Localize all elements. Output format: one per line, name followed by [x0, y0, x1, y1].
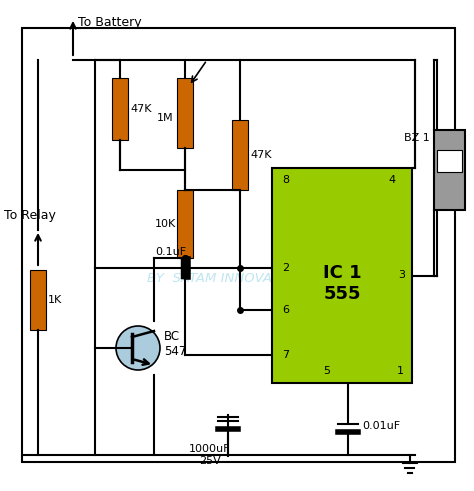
Text: 1K: 1K: [48, 295, 62, 305]
Text: 47K: 47K: [250, 150, 272, 160]
Text: 0.1uF: 0.1uF: [155, 247, 186, 257]
Text: To Battery: To Battery: [78, 16, 142, 28]
Text: 7: 7: [283, 350, 290, 360]
Text: 4: 4: [388, 175, 396, 185]
Text: To Relay: To Relay: [4, 209, 56, 221]
Text: 5: 5: [323, 366, 330, 376]
Text: 3: 3: [399, 271, 405, 280]
Text: 6: 6: [283, 305, 290, 315]
Text: 47K: 47K: [130, 104, 152, 114]
Text: 2: 2: [283, 263, 290, 273]
FancyBboxPatch shape: [232, 120, 248, 190]
FancyBboxPatch shape: [112, 78, 128, 140]
Circle shape: [116, 326, 160, 370]
Text: BY  SATAM INNOVATIO: BY SATAM INNOVATIO: [147, 272, 293, 284]
Text: 8: 8: [283, 175, 290, 185]
Text: BC
547: BC 547: [164, 330, 186, 358]
FancyBboxPatch shape: [434, 130, 465, 210]
FancyBboxPatch shape: [272, 168, 412, 383]
FancyBboxPatch shape: [437, 150, 462, 172]
Text: 0.01uF: 0.01uF: [362, 421, 400, 431]
FancyBboxPatch shape: [22, 28, 455, 462]
FancyBboxPatch shape: [177, 78, 193, 148]
Text: 10K: 10K: [155, 219, 176, 229]
Text: 1000uF
25V: 1000uF 25V: [189, 444, 231, 466]
Text: BZ 1: BZ 1: [404, 133, 430, 143]
Text: 1: 1: [396, 366, 403, 376]
FancyBboxPatch shape: [177, 190, 193, 258]
Text: 1M: 1M: [157, 113, 173, 123]
FancyBboxPatch shape: [30, 270, 46, 330]
Text: IC 1
555: IC 1 555: [323, 264, 361, 303]
